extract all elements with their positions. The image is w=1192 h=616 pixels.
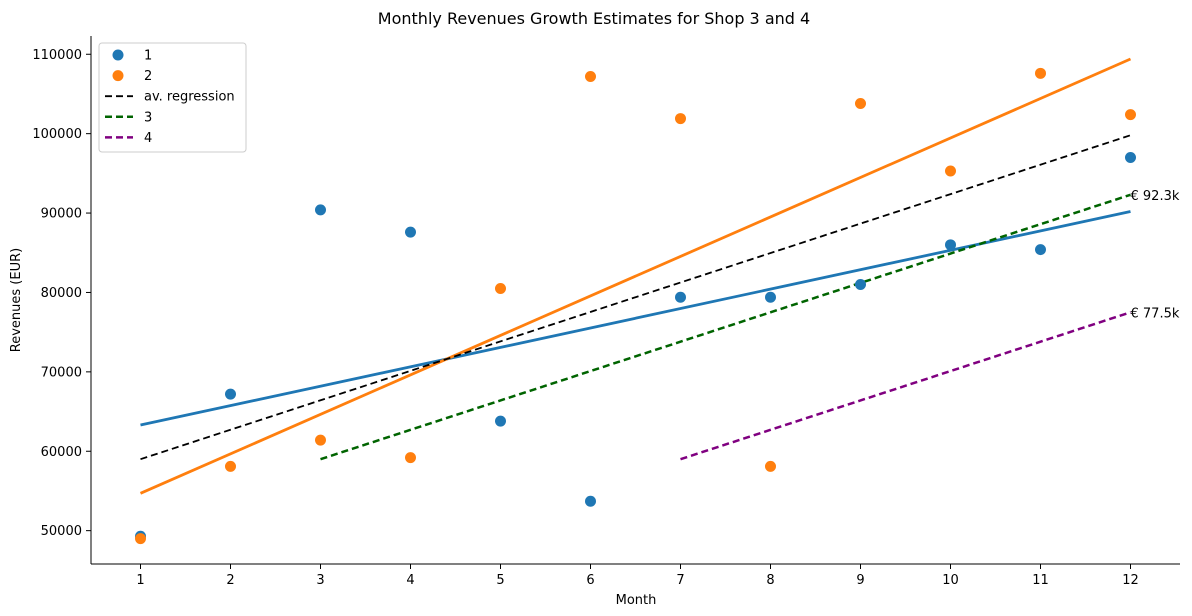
chart-title: Monthly Revenues Growth Estimates for Sh… <box>378 9 810 28</box>
line-series-3 <box>320 193 1131 461</box>
scatter-point-series-1 <box>315 204 326 216</box>
scatter-point-series-1 <box>1125 151 1136 163</box>
x-tick-label: 4 <box>406 573 414 588</box>
legend-label: 4 <box>144 131 152 146</box>
legend-marker <box>112 70 124 82</box>
scatter-point-series-2 <box>495 282 506 294</box>
plot-area: 1 2 3 4 5 6 7 8 9 10 11 125000060000700008000090000… <box>32 36 1180 588</box>
x-tick-label: 7 <box>676 573 684 588</box>
scatter-point-series-2 <box>1125 109 1136 121</box>
y-tick-label: 70000 <box>41 365 82 380</box>
scatter-point-series-2 <box>585 70 596 82</box>
scatter-point-series-2 <box>855 97 866 109</box>
line-series-4 <box>680 311 1131 461</box>
scatter-point-series-2 <box>225 460 236 472</box>
x-tick-label: 10 <box>942 573 959 588</box>
scatter-point-series-1 <box>945 239 956 251</box>
legend-marker <box>112 49 124 61</box>
scatter-point-series-1 <box>1035 244 1046 256</box>
x-tick-label: 1 <box>136 573 144 588</box>
legend-label: av. regression <box>144 90 235 105</box>
scatter-point-series-1 <box>585 495 596 507</box>
line-series-2 <box>140 134 1131 461</box>
annotation-label: € 92.3k <box>1131 189 1180 204</box>
y-tick-label: 90000 <box>41 207 82 222</box>
scatter-point-series-2 <box>1035 67 1046 79</box>
x-tick-label: 2 <box>226 573 234 588</box>
y-tick-label: 50000 <box>41 524 82 539</box>
x-tick-label: 11 <box>1032 573 1049 588</box>
line-series-0 <box>140 210 1131 427</box>
scatter-point-series-2 <box>405 452 416 464</box>
scatter-point-series-2 <box>135 533 146 545</box>
legend: 1 2 av. regression 3 4 <box>98 42 247 153</box>
y-tick-label: 110000 <box>32 48 82 63</box>
scatter-point-series-1 <box>675 291 686 303</box>
y-tick-label: 60000 <box>41 445 82 460</box>
x-tick-label: 5 <box>496 573 504 588</box>
scatter-point-series-1 <box>405 226 416 238</box>
legend-box <box>98 42 247 153</box>
x-tick-label: 3 <box>316 573 324 588</box>
legend-label: 2 <box>144 69 152 84</box>
x-axis-label: Month <box>616 593 657 608</box>
scatter-point-series-1 <box>495 415 506 427</box>
legend-label: 3 <box>144 110 152 125</box>
y-tick-label: 100000 <box>32 127 82 142</box>
legend-label: 1 <box>144 49 152 64</box>
x-tick-label: 8 <box>766 573 774 588</box>
scatter-point-series-2 <box>315 434 326 446</box>
scatter-point-series-2 <box>945 165 956 177</box>
scatter-point-series-2 <box>765 460 776 472</box>
x-tick-label: 9 <box>856 573 864 588</box>
annotation-label: € 77.5k <box>1131 306 1180 321</box>
y-tick-label: 80000 <box>41 286 82 301</box>
y-axis-label: Revenues (EUR) <box>9 248 24 352</box>
scatter-point-series-2 <box>675 113 686 125</box>
scatter-point-series-1 <box>225 388 236 400</box>
scatter-point-series-1 <box>855 279 866 291</box>
scatter-point-series-1 <box>765 291 776 303</box>
line-series-1 <box>139 57 1132 495</box>
x-tick-label: 6 <box>586 573 594 588</box>
x-tick-label: 12 <box>1122 573 1139 588</box>
